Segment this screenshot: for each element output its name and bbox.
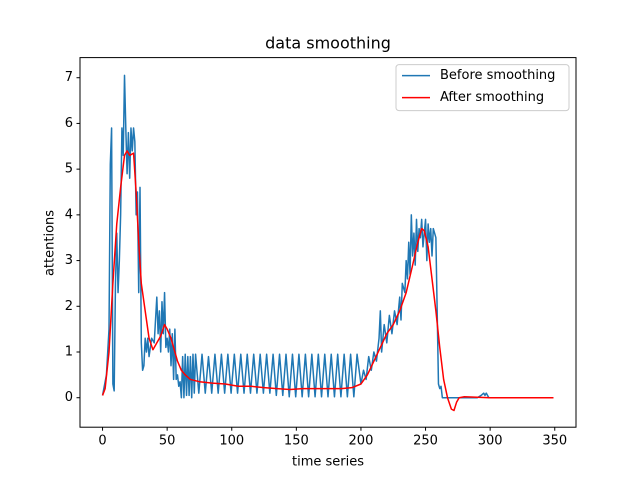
y-tick-label: 0 [65,390,73,405]
legend-label: After smoothing [440,90,544,105]
x-tick-label: 150 [284,434,309,449]
y-tick-label: 1 [65,345,73,360]
x-tick-label: 300 [478,434,503,449]
x-tick-label: 100 [219,434,244,449]
x-tick-label: 350 [542,434,567,449]
x-axis-label: time series [292,455,364,470]
x-tick-label: 250 [413,434,438,449]
y-tick-label: 7 [65,70,73,85]
legend-label: Before smoothing [440,68,555,83]
y-axis-label: attentions [43,210,58,276]
y-tick-label: 5 [65,162,73,177]
legend-box [395,64,570,112]
x-tick-label: 200 [349,434,374,449]
x-tick-label: 50 [159,434,176,449]
plot-frame [79,57,577,428]
y-tick-label: 3 [65,253,73,268]
chart-title: data smoothing [265,34,391,53]
y-tick-label: 4 [65,207,73,222]
y-tick-label: 2 [65,299,73,314]
y-tick-label: 6 [65,116,73,131]
data-line [101,74,554,399]
x-tick-label: 0 [98,434,106,449]
data-line [101,150,554,412]
